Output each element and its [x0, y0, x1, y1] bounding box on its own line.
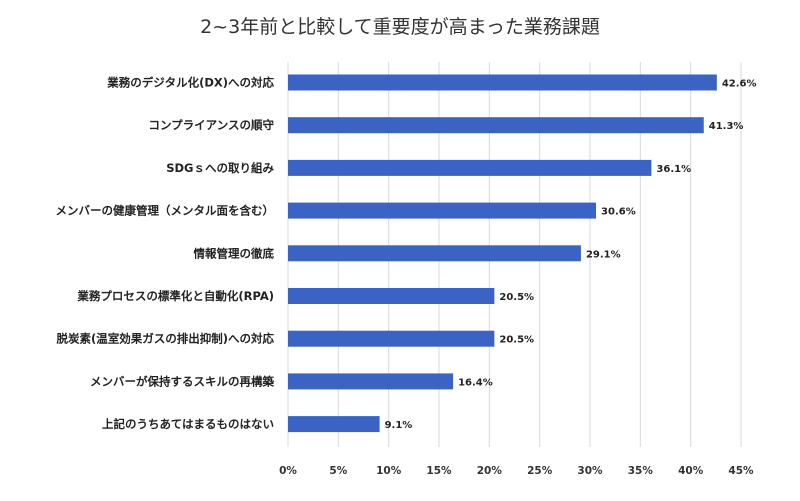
- category-label: メンバーが保持するスキルの再構築: [90, 374, 274, 388]
- category-label: SDGｓへの取り組み: [166, 161, 274, 175]
- value-label: 20.5%: [499, 292, 534, 303]
- bar: [288, 373, 454, 390]
- x-tick-label: 15%: [426, 465, 452, 477]
- x-tick-label: 0%: [279, 465, 297, 477]
- category-label: 業務のデジタル化(DX)への対応: [106, 76, 274, 90]
- x-tick-label: 25%: [527, 465, 553, 477]
- x-tick-label: 10%: [376, 465, 402, 477]
- x-tick-label: 45%: [728, 465, 754, 477]
- chart-title: 2~3年前と比較して重要度が高まった業務課題: [200, 16, 600, 38]
- bar: [288, 416, 380, 433]
- value-label: 30.6%: [601, 207, 636, 218]
- value-label: 29.1%: [586, 249, 621, 260]
- category-label: コンプライアンスの順守: [149, 118, 275, 132]
- x-tick-label: 5%: [329, 465, 347, 477]
- category-label: 業務プロセスの標準化と自動化(RPA): [76, 289, 274, 303]
- value-label: 42.6%: [722, 79, 757, 90]
- bars: [288, 74, 717, 433]
- value-label: 16.4%: [458, 377, 493, 388]
- x-tick-label: 30%: [577, 465, 603, 477]
- value-label: 20.5%: [499, 335, 534, 346]
- category-label: メンバーの健康管理（メンタル面を含む）: [56, 204, 275, 218]
- category-label: 情報管理の徹底: [193, 246, 275, 260]
- x-axis-ticks: 0% 5% 10% 15% 20% 25% 30% 35% 40% 45%: [279, 465, 754, 477]
- x-tick-label: 35%: [628, 465, 654, 477]
- value-label: 41.3%: [709, 121, 744, 132]
- bar: [288, 117, 704, 134]
- bar: [288, 74, 717, 91]
- bar: [288, 245, 581, 262]
- bar: [288, 288, 495, 304]
- x-tick-label: 40%: [678, 465, 704, 477]
- category-label: 上記のうちあてはまるものはない: [102, 417, 274, 431]
- x-tick-label: 20%: [477, 465, 503, 477]
- value-label: 36.1%: [656, 164, 691, 175]
- bar: [288, 330, 495, 347]
- value-labels: 42.6% 41.3% 36.1% 30.6% 29.1% 20.5% 20.5% 16.4%…: [385, 79, 757, 432]
- value-label: 9.1%: [385, 420, 413, 431]
- bar: [288, 159, 652, 176]
- category-label: 脱炭素(温室効果ガスの排出抑制)への対応: [56, 332, 274, 346]
- bar: [288, 202, 597, 219]
